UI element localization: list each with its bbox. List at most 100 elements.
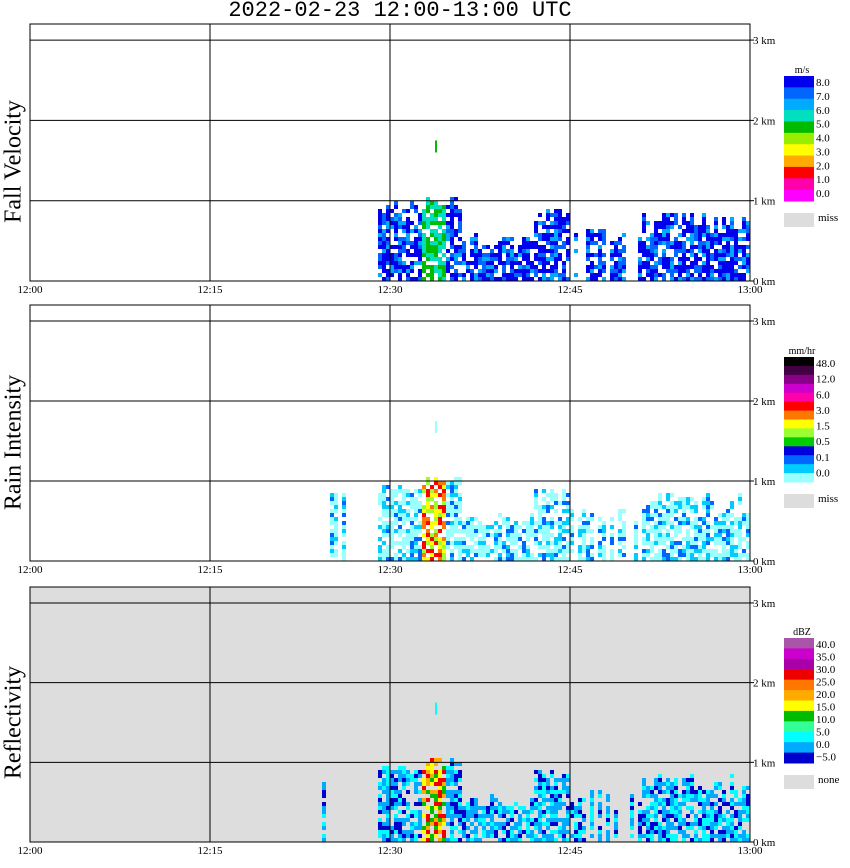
data-cell [410, 525, 414, 529]
colorbar-swatch [784, 742, 814, 754]
data-cell [426, 838, 430, 842]
data-cell [402, 774, 406, 778]
colorbar-miss-label: miss [818, 212, 838, 224]
data-cell [726, 529, 730, 533]
data-cell [702, 810, 706, 814]
data-cell [414, 489, 418, 493]
data-cell [694, 830, 698, 834]
data-cell [706, 794, 710, 798]
data-cell [334, 517, 338, 521]
data-cell [474, 273, 478, 277]
data-cell [510, 265, 514, 269]
data-cell [418, 549, 422, 553]
data-cell [434, 493, 438, 497]
data-cell [554, 549, 558, 553]
data-cell [466, 517, 470, 521]
colorbar-swatch [784, 98, 814, 111]
y-tick-label: 1 km [753, 476, 776, 488]
data-cell [382, 778, 386, 782]
data-cell [506, 810, 510, 814]
data-cell [450, 782, 454, 786]
data-cell [558, 217, 562, 221]
data-cell [554, 557, 558, 561]
data-cell [446, 249, 450, 253]
data-cell [450, 770, 454, 774]
data-cell [458, 509, 462, 513]
data-cell [618, 249, 622, 253]
data-cell [418, 553, 422, 557]
data-cell [718, 269, 722, 273]
data-cell [402, 818, 406, 822]
data-cell [454, 489, 458, 493]
data-cell [738, 517, 742, 521]
data-cell [658, 521, 662, 525]
data-cell [722, 834, 726, 838]
data-cell [526, 253, 530, 257]
data-cell [410, 245, 414, 249]
data-cell [730, 277, 734, 281]
data-cell [566, 541, 570, 545]
data-cell [530, 818, 534, 822]
data-cell [586, 229, 590, 233]
data-cell [646, 273, 650, 277]
data-cell [450, 485, 454, 489]
data-cell [498, 810, 502, 814]
data-cell [414, 826, 418, 830]
data-cell [678, 822, 682, 826]
data-cell [642, 265, 646, 269]
data-cell [414, 557, 418, 561]
data-cell [414, 533, 418, 537]
data-cell [722, 513, 726, 517]
data-cell [382, 509, 386, 513]
data-cell [398, 525, 402, 529]
data-cell [518, 814, 522, 818]
data-cell [386, 229, 390, 233]
colorbar-label: 12.0 [816, 374, 836, 386]
data-cell [526, 822, 530, 826]
data-cell [378, 549, 382, 553]
data-cell [382, 241, 386, 245]
data-cell [734, 834, 738, 838]
data-cell [570, 814, 574, 818]
data-cell [554, 537, 558, 541]
data-cell [646, 533, 650, 537]
data-cell [470, 810, 474, 814]
data-cell [434, 790, 438, 794]
data-cell [678, 233, 682, 237]
data-cell [598, 233, 602, 237]
data-cell [742, 277, 746, 281]
data-cell [406, 269, 410, 273]
data-cell [654, 786, 658, 790]
data-cell [550, 822, 554, 826]
data-cell [450, 209, 454, 213]
data-cell [402, 529, 406, 533]
data-cell [394, 806, 398, 810]
data-cell [502, 826, 506, 830]
data-cell [558, 778, 562, 782]
data-cell [542, 497, 546, 501]
data-cell [470, 830, 474, 834]
data-cell [398, 513, 402, 517]
data-cell [494, 257, 498, 261]
data-cell [398, 269, 402, 273]
data-cell [534, 493, 538, 497]
data-cell [410, 810, 414, 814]
data-cell [478, 521, 482, 525]
data-cell [730, 521, 734, 525]
data-cell [562, 830, 566, 834]
data-cell [478, 525, 482, 529]
data-cell [670, 213, 674, 217]
data-cell [686, 249, 690, 253]
data-cell [426, 517, 430, 521]
data-cell [594, 253, 598, 257]
data-cell [562, 822, 566, 826]
data-cell [434, 265, 438, 269]
data-cell [478, 814, 482, 818]
data-cell [634, 525, 638, 529]
data-cell [582, 814, 586, 818]
data-cell [330, 553, 334, 557]
data-cell [550, 553, 554, 557]
data-cell [722, 838, 726, 842]
data-cell [514, 521, 518, 525]
data-cell [686, 834, 690, 838]
